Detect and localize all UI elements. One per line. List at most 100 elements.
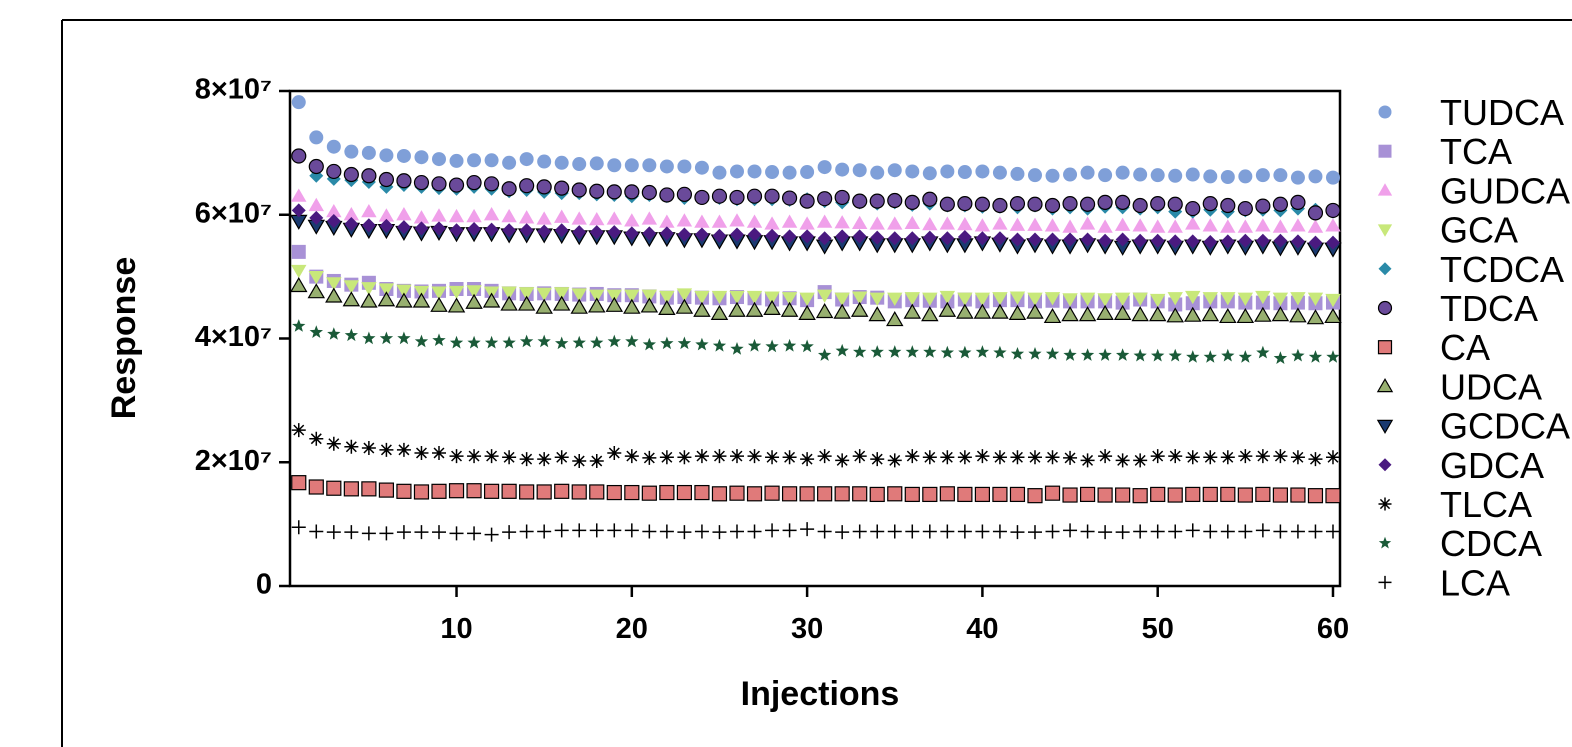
data-point	[1151, 348, 1165, 362]
data-point	[923, 345, 937, 358]
data-point	[572, 523, 587, 538]
data-point	[1132, 488, 1148, 504]
data-point	[835, 229, 850, 244]
data-point	[291, 475, 307, 491]
data-point	[1045, 524, 1060, 539]
legend-label: TDCA	[1440, 288, 1538, 329]
data-point	[1063, 450, 1078, 465]
data-point	[483, 483, 500, 499]
data-point	[624, 289, 640, 303]
data-point	[518, 287, 535, 301]
data-point	[344, 144, 359, 159]
data-point	[659, 226, 674, 241]
data-point	[554, 523, 569, 538]
data-point	[729, 524, 744, 539]
data-point	[1010, 525, 1025, 540]
data-point	[377, 291, 396, 307]
data-point	[501, 483, 517, 499]
data-point	[1272, 487, 1289, 503]
data-point	[624, 213, 640, 227]
data-point	[484, 153, 499, 168]
data-point	[765, 450, 780, 465]
data-point	[484, 527, 499, 542]
data-point	[1273, 351, 1288, 364]
data-point	[571, 484, 587, 500]
y-axis-label: Response	[105, 257, 143, 420]
data-point	[484, 335, 499, 349]
data-point	[818, 348, 832, 361]
data-point	[536, 179, 552, 195]
data-point	[1220, 234, 1235, 249]
data-point	[1273, 449, 1288, 464]
data-point	[1290, 194, 1306, 210]
data-point	[1202, 486, 1218, 503]
data-point	[975, 449, 990, 464]
data-point	[1219, 307, 1237, 324]
data-point	[379, 218, 394, 233]
data-point	[1079, 292, 1096, 306]
data-point	[1185, 216, 1201, 230]
data-point	[887, 524, 902, 539]
data-point	[1306, 309, 1325, 325]
data-point	[396, 220, 411, 235]
data-point	[413, 484, 430, 500]
data-point	[747, 524, 762, 539]
data-point	[518, 210, 535, 224]
data-point	[291, 244, 306, 259]
data-point	[1325, 235, 1340, 250]
data-point	[1166, 307, 1184, 323]
legend-marker	[1376, 378, 1394, 393]
data-point	[571, 288, 587, 302]
data-point	[711, 486, 728, 502]
data-point	[817, 160, 832, 175]
data-point	[1009, 486, 1026, 503]
data-point	[764, 485, 780, 501]
data-point	[1098, 525, 1113, 540]
data-point	[747, 449, 762, 464]
data-point	[1237, 219, 1254, 233]
data-point	[905, 164, 920, 179]
data-point	[992, 524, 1007, 539]
data-point	[1255, 168, 1270, 183]
data-point	[1132, 218, 1148, 232]
data-point	[1220, 486, 1236, 503]
legend-label: TUDCA	[1440, 92, 1564, 133]
data-point	[589, 454, 604, 469]
data-point	[1290, 170, 1305, 185]
data-point	[1115, 194, 1131, 210]
data-point	[642, 158, 657, 173]
data-point	[536, 484, 552, 500]
data-point	[1220, 170, 1235, 185]
data-point	[1044, 292, 1061, 306]
data-point	[414, 445, 429, 460]
legend-label: TCDCA	[1440, 249, 1564, 290]
data-point	[552, 295, 571, 311]
data-point	[1168, 234, 1183, 249]
data-point	[1325, 170, 1340, 185]
data-point	[1010, 450, 1025, 465]
data-point	[606, 211, 622, 225]
data-point	[1220, 524, 1235, 539]
data-point	[1236, 307, 1255, 324]
data-point	[730, 342, 744, 355]
data-point	[520, 334, 534, 348]
data-point	[1308, 452, 1323, 467]
legend-marker	[1378, 262, 1392, 276]
data-point	[361, 481, 377, 497]
data-point	[1098, 449, 1113, 464]
data-point	[1098, 168, 1113, 183]
data-point	[765, 165, 780, 180]
data-point	[1097, 219, 1113, 233]
data-point	[466, 208, 482, 223]
data-point	[517, 295, 536, 311]
data-point	[554, 483, 570, 499]
data-point	[482, 292, 501, 308]
legend-marker	[1378, 144, 1392, 158]
data-point	[362, 331, 376, 345]
data-point	[746, 486, 763, 502]
data-point	[904, 215, 920, 230]
legend-marker	[1377, 224, 1393, 237]
data-point	[554, 209, 570, 223]
data-point	[327, 327, 341, 340]
